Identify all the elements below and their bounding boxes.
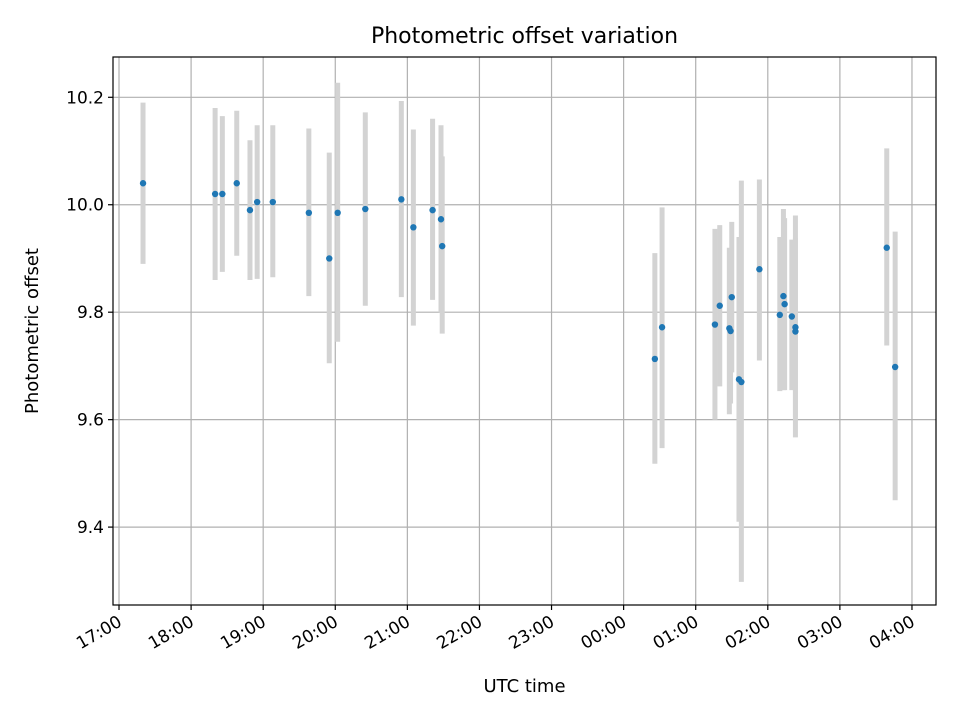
y-tick-label: 9.6 (77, 411, 104, 431)
y-tick-label: 10.0 (66, 196, 104, 216)
data-point (738, 378, 745, 386)
data-point (253, 198, 261, 206)
data-point (439, 242, 446, 250)
data-point (780, 292, 787, 300)
y-tick-label: 9.4 (77, 518, 104, 538)
data-point (658, 324, 666, 331)
y-axis-label: Photometric offset (22, 248, 43, 414)
y-axis-ticks: 9.4 9.6 9.8 10.0 10.2 (66, 88, 113, 538)
data-point (326, 255, 333, 262)
data-point (362, 205, 369, 213)
data-point (788, 313, 796, 320)
y-tick-label: 10.2 (66, 88, 104, 108)
data-point (792, 328, 799, 335)
data-point (139, 180, 147, 187)
data-point (891, 363, 899, 371)
data-point (246, 206, 254, 214)
data-point (776, 311, 784, 319)
x-axis-label: UTC time (483, 676, 565, 697)
plot-frame (112, 56, 937, 606)
data-point (305, 209, 313, 217)
data-point (437, 216, 445, 223)
data-point (219, 190, 226, 198)
data-point (728, 293, 735, 301)
data-point (429, 206, 436, 214)
data-point (883, 244, 890, 251)
data-point (727, 327, 734, 335)
data-point (211, 190, 219, 198)
data-points (139, 180, 899, 386)
data-point (334, 209, 341, 217)
data-point (398, 196, 405, 203)
chart-title: Photometric offset variation (371, 24, 678, 49)
data-point (716, 302, 723, 309)
data-point (756, 266, 763, 273)
data-point (651, 355, 659, 363)
data-point (711, 321, 719, 328)
y-tick-label: 9.8 (77, 303, 104, 323)
data-point (269, 198, 276, 206)
data-point (410, 224, 417, 231)
data-point (781, 300, 788, 308)
data-point (233, 180, 240, 187)
